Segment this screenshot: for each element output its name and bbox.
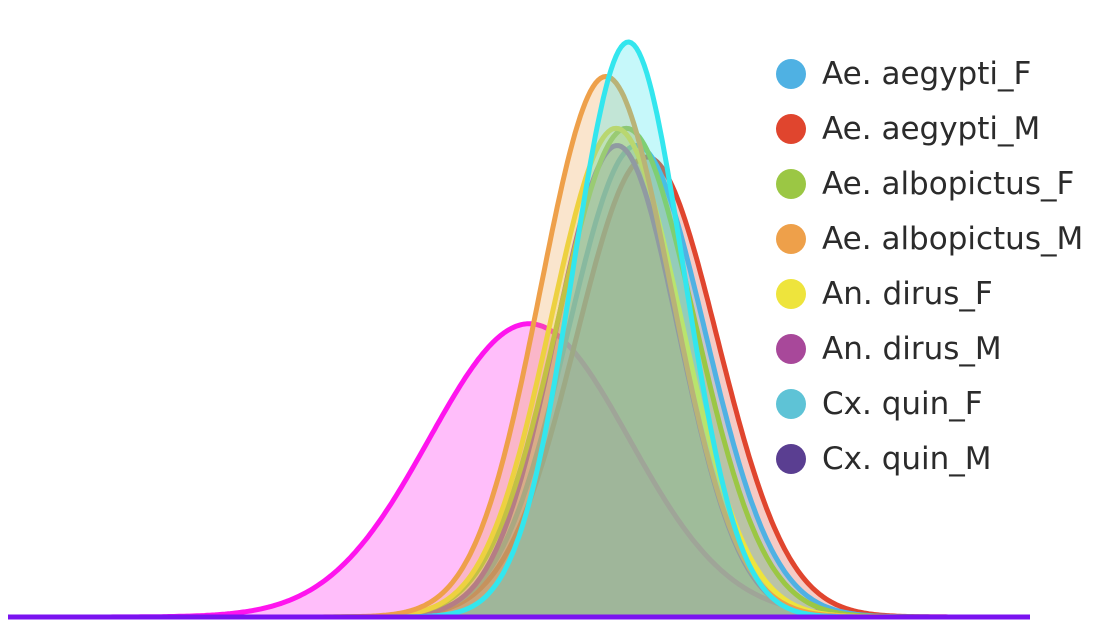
legend-label: An. dirus_M xyxy=(822,330,1002,367)
legend-marker-icon xyxy=(776,278,806,309)
legend-item: Cx. quin_F xyxy=(776,376,1106,431)
legend-label: Cx. quin_F xyxy=(822,385,983,422)
legend-label: An. dirus_F xyxy=(822,275,993,312)
legend-marker-icon xyxy=(776,58,806,89)
legend-item: Ae. albopictus_F xyxy=(776,156,1106,211)
legend-item: Ae. aegypti_M xyxy=(776,101,1106,156)
legend-marker-icon xyxy=(776,443,806,474)
legend-marker-icon xyxy=(776,388,806,419)
legend: Ae. aegypti_F Ae. aegypti_M Ae. albopict… xyxy=(776,46,1106,486)
legend-item: Cx. quin_M xyxy=(776,431,1106,486)
legend-marker-icon xyxy=(776,333,806,364)
density-area-ae-aegypti-f xyxy=(8,145,1030,617)
density-area-an-dirus-f xyxy=(8,128,1030,618)
density-area-ae-albopictus-f xyxy=(8,128,1030,618)
legend-label: Cx. quin_M xyxy=(822,440,992,477)
legend-marker-icon xyxy=(776,168,806,199)
legend-item: Ae. aegypti_F xyxy=(776,46,1106,101)
legend-label: Ae. aegypti_F xyxy=(822,55,1032,92)
legend-marker-icon xyxy=(776,113,806,144)
legend-item: Ae. albopictus_M xyxy=(776,211,1106,266)
density-area-ae-albopictus-m xyxy=(8,76,1030,617)
density-area-cx-quin-m xyxy=(8,145,1030,617)
legend-label: Ae. albopictus_F xyxy=(822,165,1075,202)
legend-item: An. dirus_F xyxy=(776,266,1106,321)
legend-item: An. dirus_M xyxy=(776,321,1106,376)
legend-marker-icon xyxy=(776,223,806,254)
legend-label: Ae. albopictus_M xyxy=(822,220,1084,257)
legend-label: Ae. aegypti_M xyxy=(822,110,1041,147)
